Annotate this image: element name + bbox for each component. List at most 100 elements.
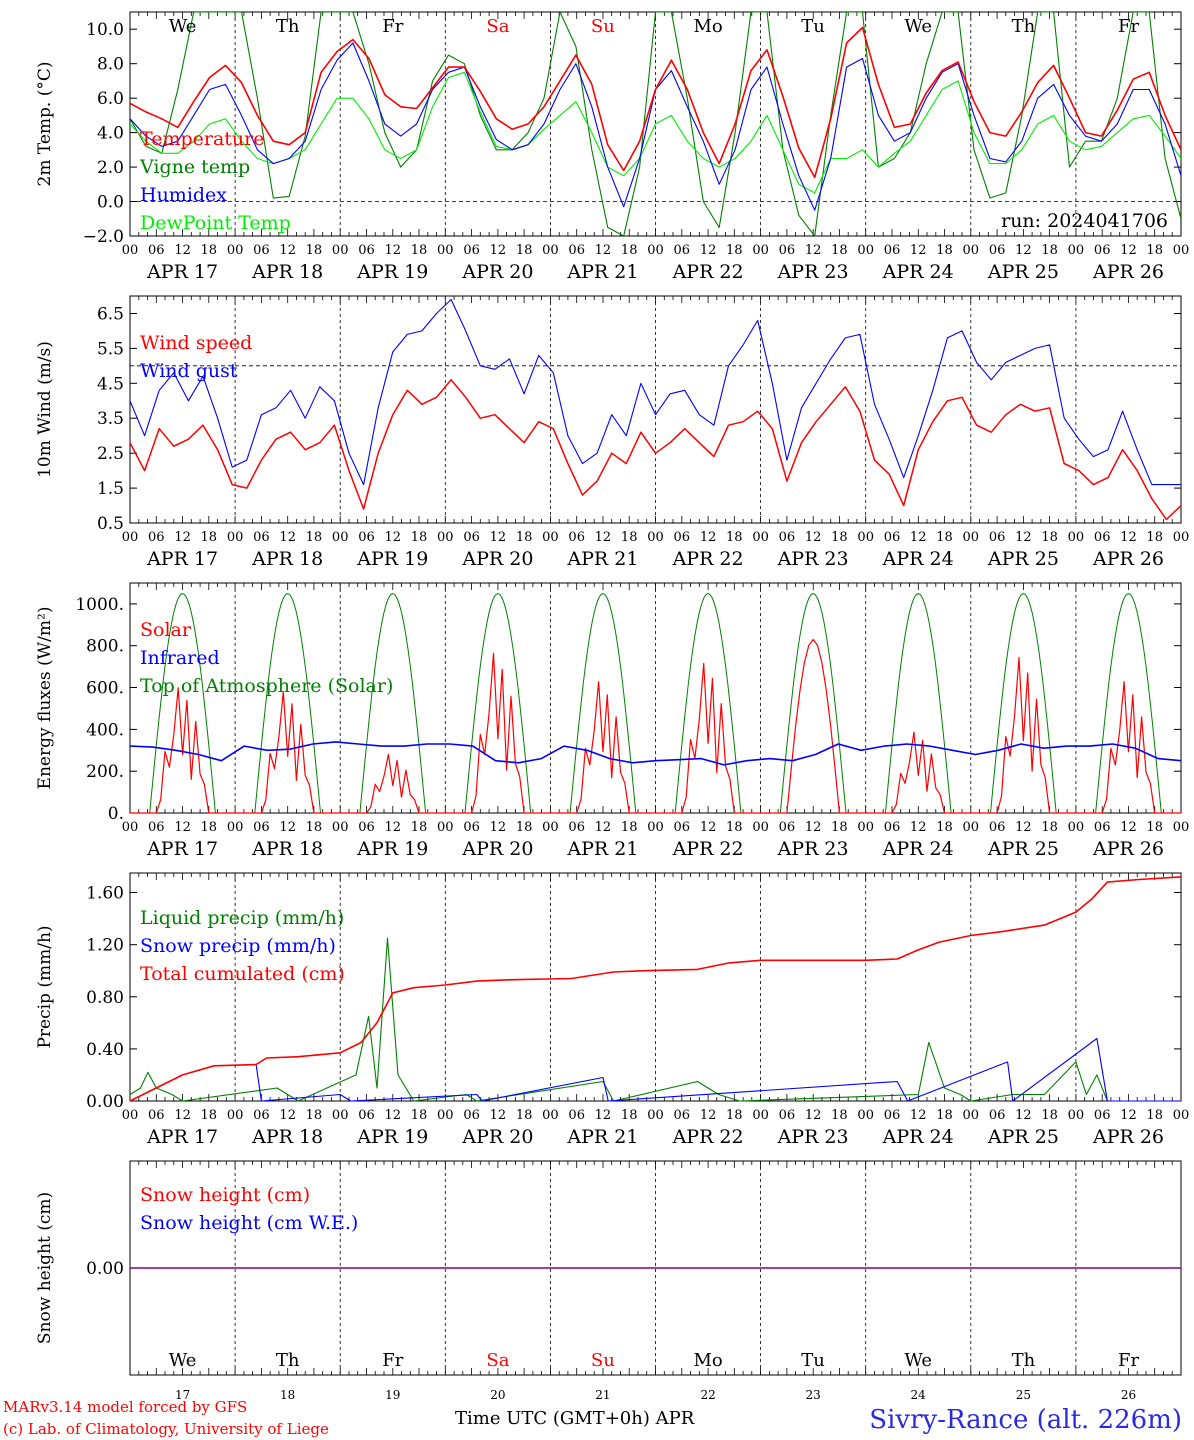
hour-tick-label: 18	[621, 530, 638, 545]
hour-tick-label: 12	[1015, 243, 1032, 258]
series-line-temperature	[130, 26, 1181, 179]
hour-tick-label: 12	[1015, 820, 1032, 835]
model-credit: MARv3.14 model forced by GFS	[3, 1398, 247, 1416]
hour-tick-label: 12	[279, 243, 296, 258]
hour-tick-label: 12	[805, 530, 822, 545]
hour-tick-label: 18	[411, 1108, 428, 1123]
hour-tick-label: 00	[963, 530, 980, 545]
hour-tick-label: 06	[779, 820, 796, 835]
series-line-infrared	[129, 741, 1182, 766]
hour-tick-label: 06	[358, 820, 375, 835]
hour-tick-label: 00	[857, 530, 874, 545]
weekday-label: Fr	[1118, 16, 1139, 37]
hour-tick-label: 06	[779, 1108, 796, 1123]
hour-tick-label: 18	[201, 1108, 218, 1123]
hour-tick-label: 18	[411, 243, 428, 258]
hour-tick-label: 18	[621, 243, 638, 258]
hour-tick-label: 06	[253, 530, 270, 545]
hour-tick-label: 06	[253, 820, 270, 835]
y-tick-label: 400.	[86, 720, 124, 740]
hour-tick-label: 00	[437, 243, 454, 258]
hour-tick-label: 06	[148, 243, 165, 258]
hour-tick-label: 00	[542, 820, 559, 835]
hour-tick-label: 00	[1068, 530, 1085, 545]
date-label: APR 18	[251, 838, 323, 860]
hour-tick-label: 06	[1094, 243, 1111, 258]
footer: MARv3.14 model forced by GFS (c) Lab. of…	[3, 1398, 1182, 1438]
hour-tick-label: 00	[227, 243, 244, 258]
y-tick-label: 8.0	[97, 55, 124, 75]
hour-tick-label: 06	[884, 243, 901, 258]
x-axis-label: Time UTC (GMT+0h) APR	[455, 1408, 695, 1429]
hour-tick-label: 18	[936, 820, 953, 835]
y-axis-title: Energy fluxes (W/m²)	[35, 607, 55, 790]
hour-tick-label: 18	[1041, 243, 1058, 258]
date-label: APR 20	[461, 1126, 533, 1148]
date-label: APR 20	[461, 261, 533, 283]
hour-tick-label: 12	[805, 820, 822, 835]
wind-panel: 6.5 5.5 4.5 3.5 2.5 1.5 0.5 10m Wind (m/s) Wind …	[35, 295, 1189, 570]
hour-tick-label: 18	[831, 1108, 848, 1123]
hour-tick-label: 12	[700, 530, 717, 545]
hour-tick-label: 00	[332, 1108, 349, 1123]
series-line-liquid-precip-mm-h-	[129, 937, 1181, 1102]
series-line-dewpoint-temp	[130, 71, 1181, 194]
series-line-solar	[130, 638, 1181, 814]
hour-tick-label: 00	[963, 1108, 980, 1123]
weekday-label: Th	[276, 1350, 300, 1371]
y-tick-label: 1.20	[86, 936, 124, 956]
hour-tick-label: 00	[1068, 1108, 1085, 1123]
hour-tick-label: 18	[411, 820, 428, 835]
weekday-label: We	[169, 1350, 197, 1371]
hour-tick-label: 18	[831, 243, 848, 258]
hour-tick-label: 12	[595, 530, 612, 545]
legend-entry: Wind gust	[140, 360, 238, 382]
hour-tick-label: 12	[910, 1108, 927, 1123]
legend-entry: Top of Atmosphere (Solar)	[140, 675, 393, 697]
y-axis-title: Snow height (cm)	[35, 1192, 55, 1344]
series-line-snow-precip-mm-h-	[255, 1037, 1181, 1102]
date-label: APR 22	[672, 261, 744, 283]
day-number-label: 24	[911, 1388, 927, 1402]
hour-tick-label: 18	[936, 1108, 953, 1123]
y-tick-label: 0.0	[97, 193, 124, 213]
hour-tick-label: 06	[358, 243, 375, 258]
date-label: APR 20	[461, 838, 533, 860]
date-label: APR 20	[461, 548, 533, 570]
legend-entry: Snow height (cm)	[140, 1184, 310, 1206]
date-label: APR 18	[251, 548, 323, 570]
y-tick-label: 0.00	[86, 1259, 124, 1279]
hour-tick-label: 00	[1068, 820, 1085, 835]
y-tick-label: 0.40	[86, 1040, 124, 1060]
hour-tick-label: 06	[463, 1108, 480, 1123]
legend-entry: Infrared	[140, 647, 220, 669]
hour-tick-label: 00	[752, 1108, 769, 1123]
hour-tick-label: 18	[726, 530, 743, 545]
date-label: APR 21	[566, 548, 638, 570]
y-tick-label: 200.	[86, 762, 124, 782]
hour-tick-label: 18	[726, 820, 743, 835]
weekday-label: We	[904, 1350, 932, 1371]
series-line-total-cumulated-cm-	[129, 876, 1182, 1102]
hour-tick-label: 00	[752, 820, 769, 835]
hour-tick-label: 12	[490, 820, 507, 835]
x-axis-ticks	[129, 583, 1182, 813]
hour-tick-label: 00	[122, 530, 139, 545]
date-label: APR 23	[777, 838, 849, 860]
hour-tick-label: 12	[805, 243, 822, 258]
legend-entry: Snow precip (mm/h)	[140, 935, 336, 957]
hour-tick-label: 00	[437, 1108, 454, 1123]
hour-tick-label: 00	[122, 243, 139, 258]
x-axis-ticks	[129, 1161, 1182, 1375]
hour-tick-label: 18	[1041, 820, 1058, 835]
y-tick-label: 4.0	[97, 124, 124, 144]
run-label: run: 2024041706	[1001, 210, 1168, 232]
hour-tick-label: 12	[700, 243, 717, 258]
day-number-label: 19	[385, 1388, 400, 1402]
weekday-label: Tu	[801, 1350, 825, 1371]
hour-tick-label: 12	[910, 243, 927, 258]
hour-tick-label: 12	[174, 243, 191, 258]
hour-tick-label: 00	[542, 243, 559, 258]
y-tick-label: 6.5	[97, 305, 124, 325]
hour-tick-label: 18	[621, 820, 638, 835]
